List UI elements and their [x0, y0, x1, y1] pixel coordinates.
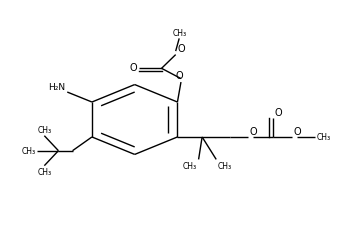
Text: H₂N: H₂N	[48, 82, 65, 91]
Text: O: O	[294, 126, 301, 136]
Text: CH₃: CH₃	[37, 126, 51, 135]
Text: O: O	[177, 43, 185, 53]
Text: CH₃: CH₃	[172, 29, 186, 38]
Text: CH₃: CH₃	[21, 146, 35, 155]
Text: O: O	[250, 126, 257, 136]
Text: O: O	[129, 63, 137, 73]
Text: CH₃: CH₃	[218, 161, 232, 170]
Text: O: O	[274, 108, 282, 117]
Text: CH₃: CH₃	[317, 133, 331, 142]
Text: O: O	[175, 71, 183, 81]
Text: CH₃: CH₃	[183, 161, 197, 170]
Text: CH₃: CH₃	[37, 167, 51, 176]
